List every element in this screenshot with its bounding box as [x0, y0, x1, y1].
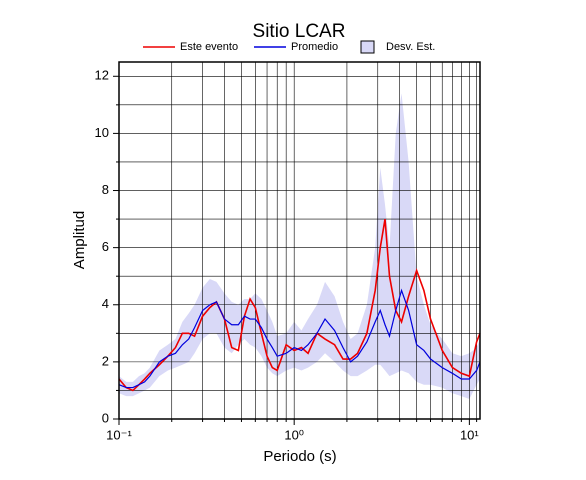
x-axis-label: Periodo (s) [263, 448, 336, 465]
y-tick-label: 10 [95, 125, 109, 140]
y-tick-label: 0 [102, 410, 109, 425]
legend-label: Desv. Est. [386, 41, 435, 53]
series-line [118, 218, 481, 392]
chart-title: Sitio LCAR [253, 21, 346, 42]
std-band [119, 93, 480, 400]
legend-swatch [360, 40, 375, 54]
legend-label: Promedio [291, 41, 338, 53]
series-line [118, 288, 481, 389]
y-tick-label: 4 [102, 296, 109, 311]
y-tick-label: 6 [102, 239, 109, 254]
x-tick-label: 10¹ [460, 427, 479, 442]
x-tick-label: 10⁰ [284, 427, 304, 442]
y-axis-label: Amplitud [71, 211, 88, 269]
y-tick-label: 12 [95, 68, 109, 83]
x-tick-label: 10⁻¹ [106, 427, 132, 442]
plot-frame [118, 61, 481, 420]
y-tick-label: 8 [102, 182, 109, 197]
y-tick-label: 2 [102, 353, 109, 368]
legend-label: Este evento [180, 41, 238, 53]
